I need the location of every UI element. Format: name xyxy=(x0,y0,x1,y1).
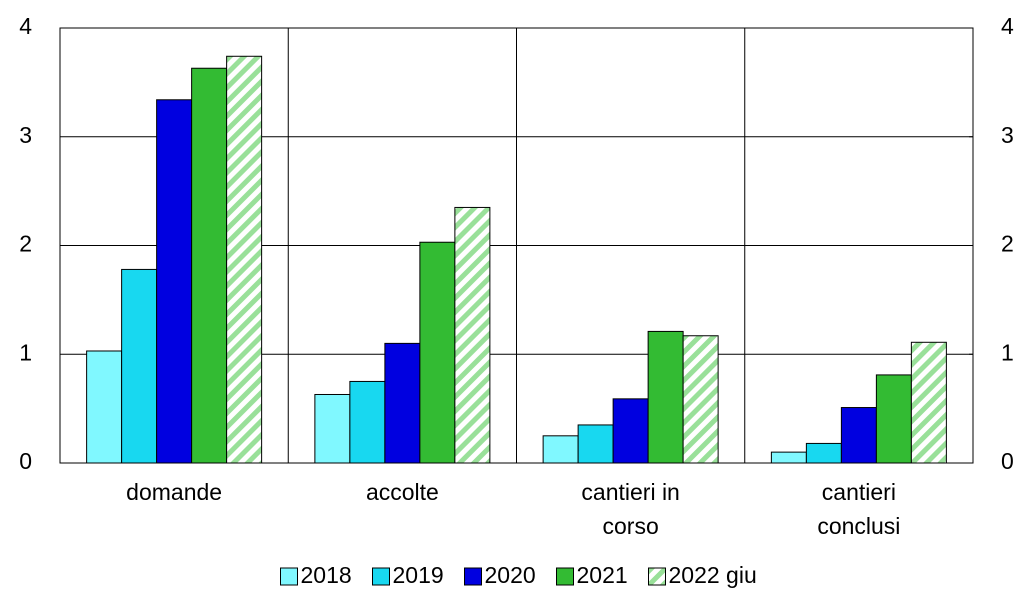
bar xyxy=(805,442,842,464)
legend-swatch xyxy=(648,567,666,586)
legend-label: 2019 xyxy=(393,562,444,588)
y2-tick-label: 2 xyxy=(1001,231,1014,257)
bar xyxy=(542,435,579,464)
bar xyxy=(840,407,877,464)
bar xyxy=(349,380,386,464)
y2-tick-label: 4 xyxy=(1001,13,1014,39)
bar xyxy=(910,341,947,464)
y2-tick-label: 1 xyxy=(1001,339,1014,365)
x-tick-label: cantieri in corso xyxy=(581,479,679,539)
bar xyxy=(226,55,263,464)
bar xyxy=(454,206,491,464)
y-tick-label: 1 xyxy=(19,339,32,365)
x-tick-label: domande xyxy=(126,479,222,505)
legend-swatch xyxy=(280,567,298,586)
legend-swatch xyxy=(372,567,390,586)
y2-tick-label: 0 xyxy=(1001,448,1014,474)
bar xyxy=(770,451,807,464)
bar xyxy=(647,330,684,464)
legend-label: 2018 xyxy=(301,562,352,588)
plot-frame xyxy=(59,27,974,464)
bar xyxy=(577,424,614,464)
bar xyxy=(419,241,456,464)
bar xyxy=(191,67,228,464)
bar xyxy=(682,335,719,464)
y-tick-label: 0 xyxy=(19,448,32,474)
bar xyxy=(156,99,193,464)
bar xyxy=(384,342,421,464)
legend-label: 2020 xyxy=(485,562,536,588)
x-tick-label: cantieri conclusi xyxy=(817,479,900,539)
y2-tick-label: 3 xyxy=(1001,122,1014,148)
bar xyxy=(875,374,912,464)
bar xyxy=(612,398,649,464)
y-tick-label: 2 xyxy=(19,231,32,257)
bar xyxy=(314,393,351,464)
legend-swatch xyxy=(464,567,482,586)
legend-label: 2021 xyxy=(577,562,628,588)
y-tick-label: 4 xyxy=(19,13,32,39)
bar xyxy=(86,350,123,464)
legend-swatch xyxy=(556,567,574,586)
y-tick-label: 3 xyxy=(19,122,32,148)
x-tick-label: accolte xyxy=(366,479,439,505)
bar xyxy=(121,268,158,464)
legend-label: 2022 giu xyxy=(669,562,757,588)
